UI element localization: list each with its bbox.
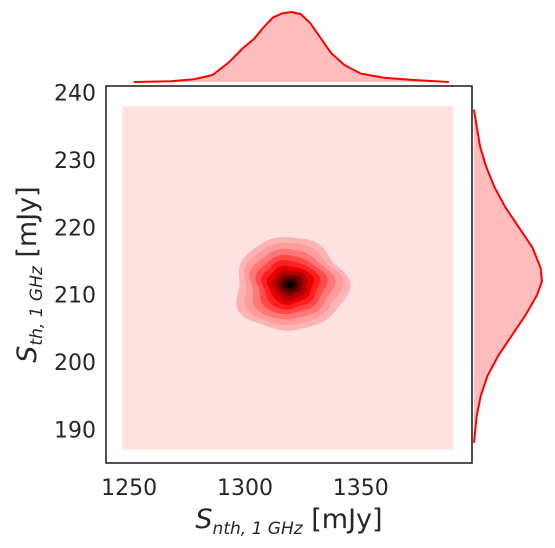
y-axis-label: Sth, 1 GHz [mJy]: [12, 186, 47, 362]
top-marginal-line: [133, 10, 449, 83]
right-marginal-line: [473, 109, 544, 443]
density-contours: [236, 237, 351, 331]
y-tick-label: 240: [54, 82, 96, 107]
y-axis-label-unit: [mJy]: [12, 186, 43, 266]
x-axis-label-main: S: [195, 504, 212, 535]
x-axis-label-sub: nth, 1 GHz: [213, 519, 304, 539]
x-tick-label: 1250: [101, 476, 157, 501]
top-marginal-kde: [133, 10, 449, 83]
x-axis-ticks: 1250 1300 1350: [101, 476, 389, 501]
y-tick-label: 220: [54, 216, 96, 241]
y-axis-ticks: 190 200 210 220 230 240: [54, 82, 96, 444]
x-axis-label-unit: [mJy]: [303, 504, 383, 535]
x-axis-label: Snth, 1 GHz [mJy]: [195, 504, 382, 539]
x-tick-label: 1350: [333, 476, 389, 501]
axes-frame: [105, 85, 473, 464]
top-marginal-fill: [133, 12, 449, 82]
x-tick-label: 1300: [217, 476, 273, 501]
y-axis-label-main: S: [12, 346, 43, 363]
contour-level-10: [285, 281, 295, 288]
y-tick-label: 200: [54, 351, 96, 376]
y-axis-label-sub: th, 1 GHz: [27, 265, 47, 345]
right-marginal-fill: [474, 109, 542, 443]
y-tick-label: 190: [54, 418, 96, 443]
y-tick-label: 210: [54, 284, 96, 309]
right-marginal-kde: [473, 109, 544, 443]
y-tick-label: 230: [54, 149, 96, 174]
joint-plot-area: 1250 1300 1350 190 200 210 220 230 240: [54, 82, 473, 501]
